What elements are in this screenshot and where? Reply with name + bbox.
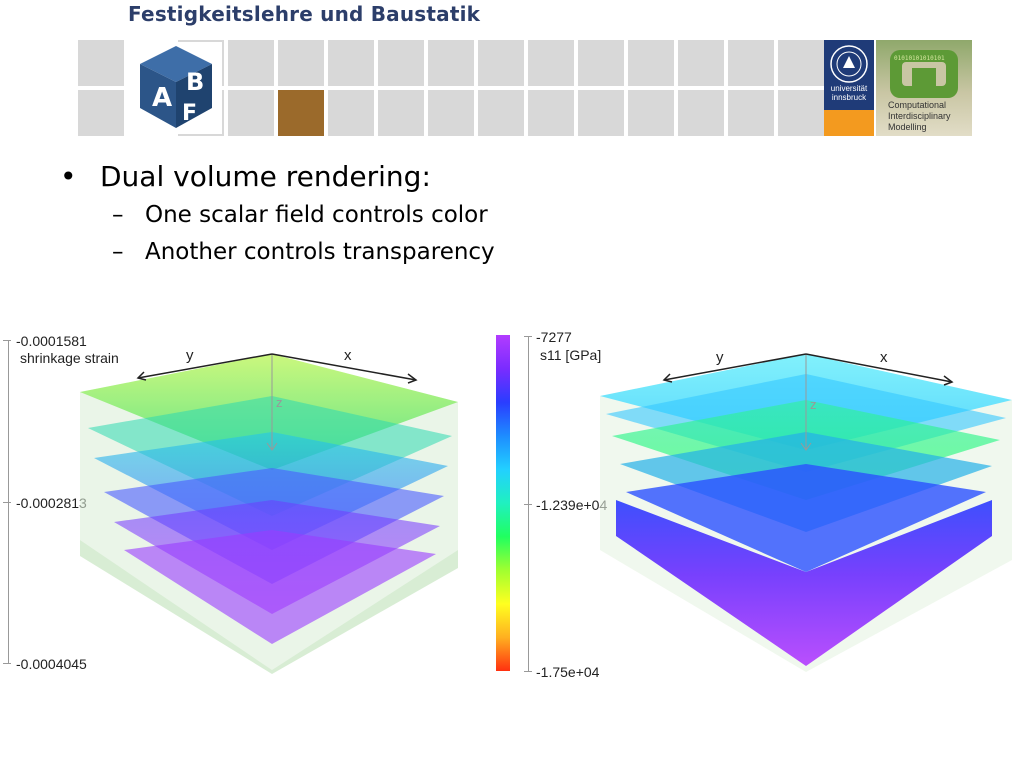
header-tile (728, 40, 774, 86)
bullet-main-text: Dual volume rendering: (100, 160, 431, 193)
page-header-title: Festigkeitslehre und Baustatik (128, 2, 481, 26)
bullet-dot-icon: • (60, 160, 77, 193)
right-axis-y-label: y (716, 349, 724, 366)
header-tile (328, 40, 374, 86)
header-tile (78, 90, 124, 136)
cim-logo-text: Computational Interdisciplinary Modellin… (888, 100, 951, 132)
left-legend-mid: -0.0002813 (16, 495, 87, 511)
left-legend-tick-top (3, 340, 11, 341)
bullet-sub-1-text: One scalar field controls color (145, 202, 488, 228)
left-legend-max: -0.0001581 (16, 333, 87, 349)
colorbar (496, 335, 510, 671)
header-tile (678, 90, 724, 136)
header-tile (528, 90, 574, 136)
left-axis-y-label: y (186, 347, 194, 364)
cim-emblem-icon: 01010101010101 (890, 50, 958, 98)
abf-logo-letter-f: F (182, 101, 197, 126)
header-tile (778, 90, 824, 136)
header-tile (628, 90, 674, 136)
header-tile (728, 90, 774, 136)
colorbar-mid: -1.239e+04 (536, 497, 608, 513)
cim-logo: 01010101010101 Computational Interdiscip… (876, 40, 972, 136)
header-tile (278, 40, 324, 86)
header-tile (228, 40, 274, 86)
dash-icon: – (112, 239, 124, 265)
header-tile (678, 40, 724, 86)
abf-logo: A B F (130, 42, 222, 134)
university-innsbruck-logo: universität innsbruck (824, 40, 874, 136)
left-legend-tick-mid (3, 502, 11, 503)
colorbar-max: -7277 (536, 329, 572, 345)
header-tile (628, 40, 674, 86)
colorbar-tick-top (524, 336, 532, 337)
header-tile (228, 90, 274, 136)
header-tile (578, 40, 624, 86)
header-tile (428, 40, 474, 86)
bullet-sub-2-text: Another controls transparency (145, 239, 495, 265)
colorbar-tick-bottom (524, 671, 532, 672)
header-tile (578, 90, 624, 136)
header-tile (478, 90, 524, 136)
abf-logo-letter-a: A (152, 83, 172, 113)
colorbar-tick-mid (524, 504, 532, 505)
header-tile (478, 40, 524, 86)
header-tile (328, 90, 374, 136)
colorbar-title: s11 [GPa] (540, 347, 602, 363)
bullet-sub-2: – Another controls transparency (112, 239, 495, 265)
svg-text:01010101010101: 01010101010101 (894, 55, 945, 62)
bullet-sub-1: – One scalar field controls color (112, 202, 488, 228)
header-tile (778, 40, 824, 86)
left-legend-min: -0.0004045 (16, 656, 87, 672)
header-tile (428, 90, 474, 136)
dash-icon: – (112, 202, 124, 228)
colorbar-min: -1.75e+04 (536, 664, 600, 680)
right-axis-z-label: z (810, 397, 817, 412)
left-axis-z-label: z (276, 395, 283, 410)
left-legend-title: shrinkage strain (20, 350, 119, 366)
header-tile (78, 40, 124, 86)
left-axis-x-label: x (344, 347, 352, 364)
header-tile (528, 40, 574, 86)
header-tile (378, 90, 424, 136)
bullet-main: • Dual volume rendering: (60, 160, 431, 193)
header-tile (378, 40, 424, 86)
right-axis-x-label: x (880, 349, 888, 366)
seal-icon (830, 45, 868, 83)
left-volume-render (80, 353, 458, 674)
left-legend-tick-bottom (3, 663, 11, 664)
abf-logo-letter-b: B (186, 68, 204, 96)
accent-tile (278, 90, 324, 136)
university-innsbruck-text: universität innsbruck (830, 84, 868, 102)
right-volume-render (600, 353, 1012, 672)
